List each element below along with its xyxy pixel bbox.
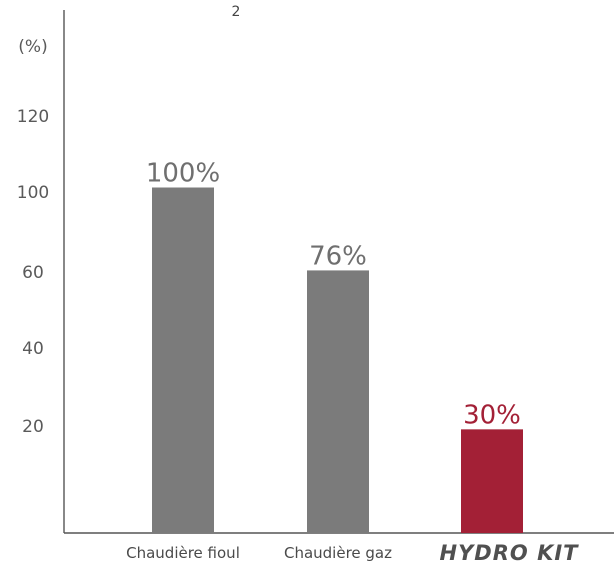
bar <box>152 187 214 533</box>
y-tick-label: 100 <box>17 183 49 203</box>
y-tick-label: 60 <box>22 263 44 283</box>
bars <box>152 187 523 533</box>
y-axis-unit: (%) <box>18 37 47 57</box>
brand-logo-label: HYDRO KIT <box>440 541 580 565</box>
y-tick-label: 20 <box>22 417 44 437</box>
value-label: 100% <box>146 159 220 189</box>
value-labels: 100% 76% 30% <box>146 159 521 431</box>
value-label: 76% <box>309 241 367 271</box>
category-label: Chaudière gaz <box>284 544 392 562</box>
y-tick-label: 120 <box>17 107 49 127</box>
category-label: Chaudière fioul <box>126 544 240 562</box>
y-tick-label: 40 <box>22 339 44 359</box>
bar <box>461 429 523 533</box>
category-labels: Chaudière fioul Chaudière gaz HYDRO KIT <box>126 541 580 565</box>
value-label: 30% <box>463 400 521 430</box>
header-fragment: 2 <box>232 4 241 20</box>
y-tick-labels: 120 100 60 40 20 <box>17 107 49 437</box>
bar <box>307 270 369 533</box>
